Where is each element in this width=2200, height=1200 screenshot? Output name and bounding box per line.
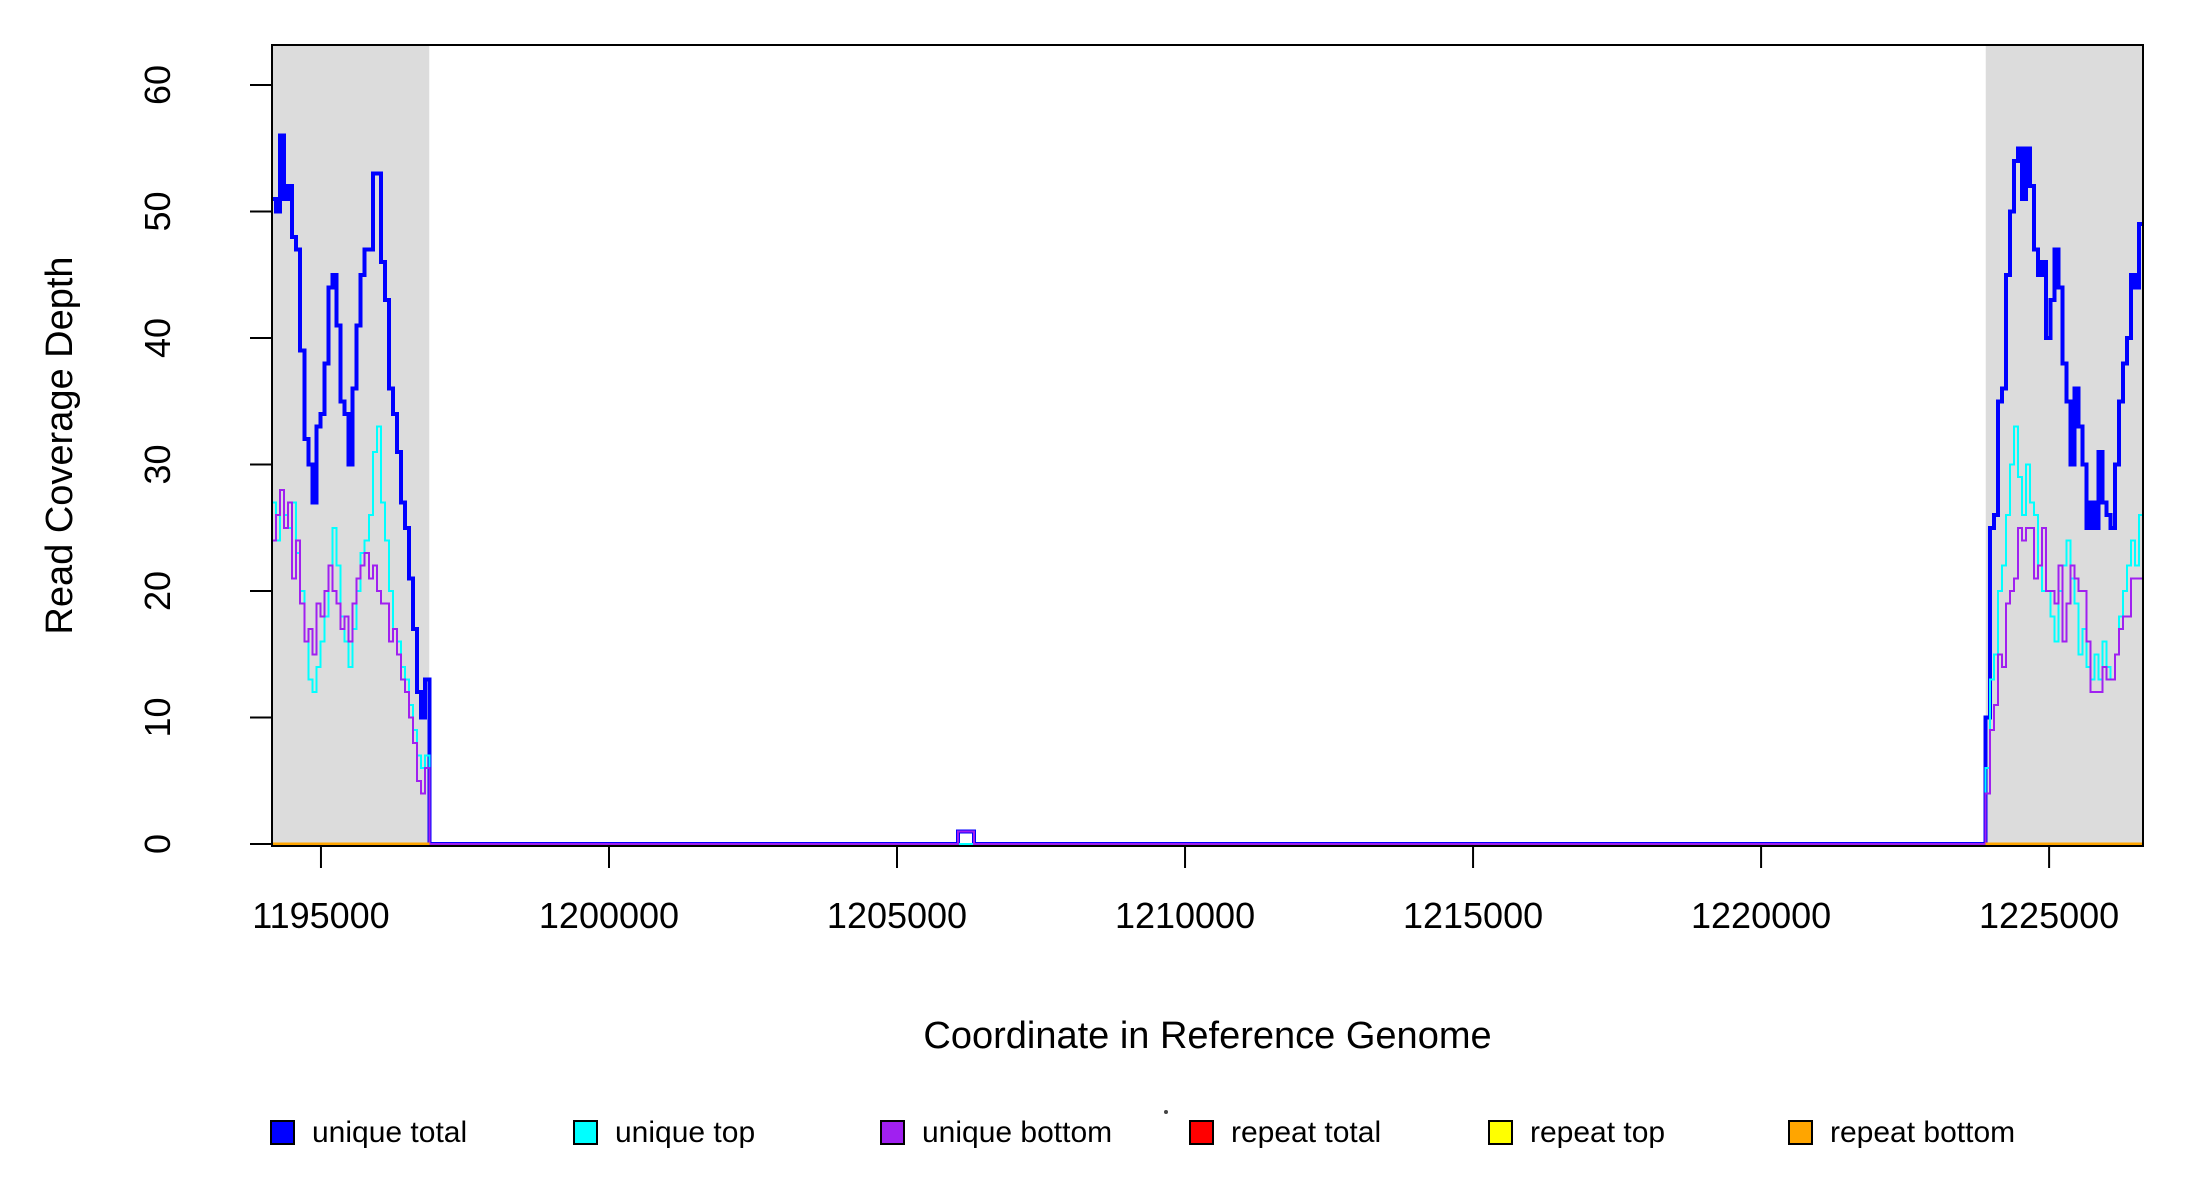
y-tick-label: 0 [137, 834, 178, 854]
legend-item-repeat-bottom: repeat bottom [1788, 1116, 2015, 1149]
y-tick-label: 40 [137, 318, 178, 358]
x-axis-title: Coordinate in Reference Genome [923, 1015, 1491, 1057]
legend-swatch [1189, 1120, 1214, 1145]
legend-item-unique-top: unique top [573, 1116, 755, 1149]
legend-swatch [1788, 1120, 1813, 1145]
legend-swatch [270, 1120, 295, 1145]
y-tick-label: 30 [137, 444, 178, 484]
speck [1164, 1110, 1168, 1114]
x-tick-label: 1200000 [539, 895, 679, 936]
shaded-region-right [1985, 45, 2143, 846]
legend-item-repeat-total: repeat total [1189, 1116, 1381, 1149]
legend-label: repeat top [1530, 1116, 1665, 1149]
legend-item-unique-bottom: unique bottom [880, 1116, 1112, 1149]
legend-label: repeat total [1231, 1116, 1381, 1149]
legend-label: unique total [312, 1116, 467, 1149]
y-tick-label: 50 [137, 191, 178, 231]
series-unique-bottom [272, 488, 2143, 845]
legend-swatch [1488, 1120, 1513, 1145]
plot-box [271, 44, 2144, 847]
x-tick-label: 1205000 [827, 895, 967, 936]
legend-label: unique top [615, 1116, 755, 1149]
y-tick-label: 60 [137, 65, 178, 105]
legend-swatch [880, 1120, 905, 1145]
legend-item-unique-total: unique total [270, 1116, 467, 1149]
y-tick-label: 20 [137, 571, 178, 611]
y-axis-title: Read Coverage Depth [39, 256, 81, 634]
legend-label: unique bottom [922, 1116, 1112, 1149]
x-tick-label: 1210000 [1115, 895, 1255, 936]
legend-label: repeat bottom [1830, 1116, 2015, 1149]
x-tick-label: 1220000 [1691, 895, 1831, 936]
x-tick-label: 1215000 [1403, 895, 1543, 936]
legend-swatch [573, 1120, 598, 1145]
legend-item-repeat-top: repeat top [1488, 1116, 1665, 1149]
y-tick-label: 10 [137, 697, 178, 737]
x-tick-label: 1225000 [1979, 895, 2119, 936]
x-tick-label: 1195000 [252, 895, 389, 936]
